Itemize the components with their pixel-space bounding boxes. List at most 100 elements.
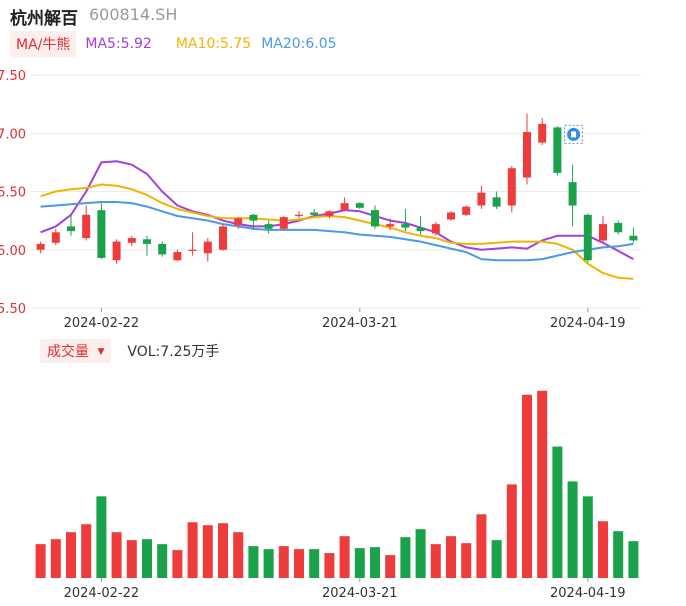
candle-body xyxy=(234,218,243,226)
volume-bar xyxy=(202,525,213,578)
volume-indicator-selector[interactable]: 成交量 ▼ xyxy=(40,339,112,363)
volume-bar xyxy=(324,553,335,578)
candlestick xyxy=(173,249,182,262)
candle-body xyxy=(416,227,425,232)
stock-code: 600814.SH xyxy=(89,5,178,24)
volume-x-tick-label: 2024-04-19 xyxy=(550,586,626,601)
volume-bar xyxy=(537,390,548,578)
price-y-tick-label: 5.50 xyxy=(0,302,26,317)
candlestick xyxy=(36,241,45,254)
candle-body xyxy=(203,241,212,254)
volume-selector-label: 成交量 xyxy=(47,344,89,360)
price-x-tick-label: 2024-02-22 xyxy=(64,316,140,331)
candle-body xyxy=(431,224,440,234)
price-x-axis: 2024-02-22 2024-03-21 2024-04-19 xyxy=(64,308,626,331)
candlestick xyxy=(462,205,471,216)
candle-body xyxy=(112,241,121,261)
candlestick xyxy=(629,227,638,243)
candle-body xyxy=(249,214,258,221)
ma20-line xyxy=(40,201,634,262)
candle-body xyxy=(173,252,182,261)
candle-body xyxy=(523,132,531,178)
volume-value-label: VOL:7.25万手 xyxy=(127,344,220,360)
volume-x-tick-label: 2024-02-22 xyxy=(64,586,140,601)
candlestick xyxy=(447,211,455,221)
candlestick xyxy=(82,205,91,241)
price-y-axis: 7.50 7.00 6.50 6.00 5.50 xyxy=(0,69,26,317)
candle-body xyxy=(492,197,501,207)
volume-bar xyxy=(598,521,608,578)
candlestick xyxy=(371,205,379,229)
candle-body xyxy=(325,211,334,216)
candlestick xyxy=(143,235,151,256)
candlestick xyxy=(51,228,60,246)
stock-name: 杭州解百 xyxy=(10,9,78,29)
price-y-tick-label: 6.50 xyxy=(0,186,26,201)
candle-body xyxy=(143,239,151,244)
price-grid xyxy=(30,74,641,309)
candle-body xyxy=(279,217,288,229)
candlestick xyxy=(97,203,106,260)
candle-body xyxy=(264,224,273,229)
volume-bar xyxy=(506,484,517,578)
candle-body xyxy=(538,123,547,143)
candle-body xyxy=(447,212,455,220)
volume-bar xyxy=(415,529,426,578)
candle-body xyxy=(219,226,227,250)
ma-legend: MA/牛熊 MA5:5.92 MA10:5.75 MA20:6.05 xyxy=(10,31,337,57)
candle-body xyxy=(401,224,410,228)
candle-body xyxy=(599,224,607,241)
volume-bar xyxy=(613,531,624,578)
candle-body xyxy=(310,212,319,215)
ma10-line xyxy=(40,183,634,280)
candle-body xyxy=(507,168,516,206)
candlestick xyxy=(219,224,227,251)
candle-body xyxy=(295,214,303,216)
marker-glyph xyxy=(571,131,577,138)
volume-bar xyxy=(81,524,92,578)
ma-indicator-selector[interactable]: MA/牛熊 xyxy=(10,31,77,57)
candle-body xyxy=(583,214,592,261)
candle-body xyxy=(614,222,623,233)
ma20-legend-label: MA20:6.05 xyxy=(261,36,337,52)
candlestick xyxy=(492,191,501,209)
candlestick xyxy=(127,235,136,247)
price-y-tick-label: 6.00 xyxy=(0,244,26,259)
price-y-tick-label: 7.50 xyxy=(0,69,26,84)
volume-bar xyxy=(309,549,320,578)
ma5-line xyxy=(40,160,634,260)
price-x-tick-label: 2024-04-19 xyxy=(550,316,626,331)
volume-bar xyxy=(354,548,365,578)
volume-bar xyxy=(50,539,61,578)
candle-body xyxy=(462,206,471,215)
price-x-tick-label: 2024-03-21 xyxy=(322,316,398,331)
candle-body xyxy=(97,210,106,258)
candlestick xyxy=(234,217,243,229)
volume-bar xyxy=(233,532,244,578)
candle-body xyxy=(355,203,364,208)
volume-bar xyxy=(582,496,593,578)
volume-bar xyxy=(248,546,259,578)
volume-bar xyxy=(476,514,487,578)
candlestick xyxy=(507,165,516,213)
price-y-tick-label: 7.00 xyxy=(0,127,26,142)
volume-bar xyxy=(187,522,198,578)
candle-body xyxy=(158,243,167,255)
dropdown-triangle-icon: ▼ xyxy=(97,347,105,357)
candlestick xyxy=(279,215,288,230)
candle-body xyxy=(568,182,577,206)
volume-x-tick-label: 2024-03-21 xyxy=(322,586,398,601)
volume-bar xyxy=(142,539,152,578)
candlestick xyxy=(355,201,364,209)
candle-body xyxy=(127,238,136,243)
candlestick xyxy=(112,239,121,264)
candle-body xyxy=(477,192,486,206)
candlestick xyxy=(431,221,440,236)
volume-x-axis: 2024-02-22 2024-03-21 2024-04-19 xyxy=(64,578,626,601)
candlestick xyxy=(158,241,167,257)
event-marker-icon[interactable] xyxy=(564,124,584,144)
volume-bar xyxy=(522,394,532,578)
candlestick-series xyxy=(36,113,638,264)
candlestick xyxy=(264,220,273,234)
candlestick xyxy=(386,218,395,230)
